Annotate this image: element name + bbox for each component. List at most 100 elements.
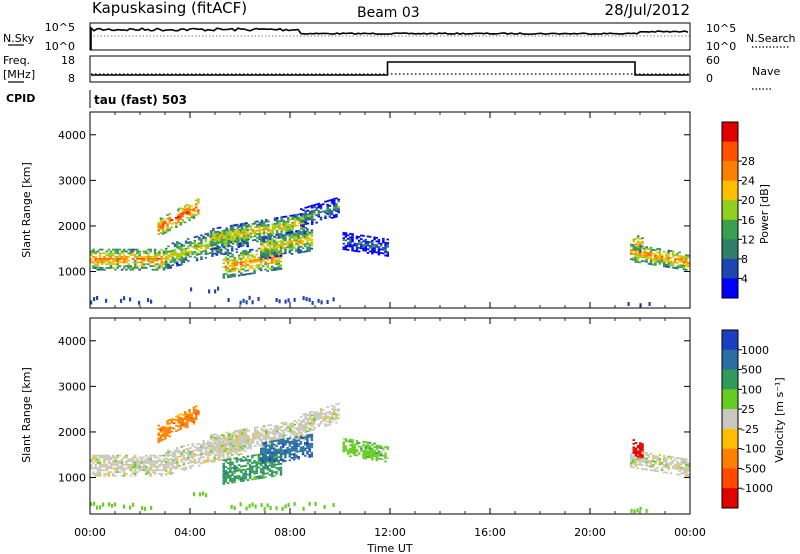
- heatmap-cell: [273, 434, 277, 437]
- heatmap-cell: [200, 462, 203, 465]
- heatmap-cell: [301, 240, 305, 242]
- heatmap-cell: [193, 243, 197, 246]
- heatmap-cell: [125, 257, 128, 260]
- heatmap-cell: [349, 449, 352, 452]
- heatmap-cell: [353, 250, 356, 252]
- heatmap-cell: [167, 250, 170, 253]
- heatmap-cell: [288, 452, 292, 454]
- heatmap-cell: [278, 220, 281, 223]
- heatmap-cell: [231, 275, 234, 278]
- heatmap-cell: [103, 474, 106, 477]
- heatmap-cell: [197, 200, 200, 202]
- heatmap-cell: [249, 444, 253, 446]
- heatmap-cell: [264, 454, 267, 457]
- heatmap-cell: [293, 239, 296, 242]
- heatmap-cell: [273, 243, 276, 246]
- heatmap-cell: [379, 458, 383, 460]
- heatmap-cell: [238, 444, 242, 446]
- heatmap-cell: [94, 460, 97, 462]
- heatmap-cell: [212, 229, 215, 232]
- heatmap-cell: [306, 414, 310, 416]
- heatmap-cell: [103, 454, 106, 457]
- heatmap-cell: [214, 240, 217, 243]
- heatmap-cell: [687, 462, 690, 465]
- heatmap-cell: [184, 452, 188, 454]
- heatmap-cell: [189, 244, 192, 247]
- heatmap-cell: [271, 240, 274, 242]
- colorbar-tick-label: -25: [741, 423, 759, 436]
- heatmap-cell: [123, 259, 126, 262]
- heatmap-cell: [238, 429, 242, 432]
- heatmap-cell: [224, 466, 228, 468]
- heatmap-cell: [256, 437, 259, 440]
- heatmap-cell: [191, 461, 194, 463]
- heatmap-cell: [256, 240, 259, 243]
- heatmap-cell: [103, 259, 106, 262]
- heatmap-cell: [279, 266, 283, 268]
- heatmap-cell: [107, 458, 111, 461]
- heatmap-cell: [131, 268, 135, 271]
- heatmap-cell: [279, 455, 283, 458]
- heatmap-cell: [265, 228, 268, 230]
- heatmap-cell: [273, 443, 276, 446]
- heatmap-cell: [136, 458, 139, 461]
- heatmap-cell: [278, 437, 281, 440]
- heatmap-cell: [162, 261, 166, 264]
- heatmap-cell: [127, 265, 130, 267]
- heatmap-cell: [326, 417, 329, 419]
- heatmap-cell: [131, 252, 135, 255]
- y-tick-label: 2000: [58, 220, 86, 233]
- heatmap-cell: [227, 447, 231, 450]
- heatmap-cell: [214, 242, 217, 244]
- heatmap-cell: [301, 446, 305, 448]
- heatmap-cell: [189, 243, 192, 245]
- heatmap-cell: [134, 465, 137, 468]
- heatmap-cell: [187, 250, 190, 253]
- heatmap-cell: [186, 424, 189, 427]
- heatmap-cell: [116, 259, 119, 262]
- heatmap-cell: [112, 267, 115, 269]
- heatmap-cell: [300, 433, 303, 436]
- heatmap-cell: [308, 445, 311, 447]
- heatmap-cell: [366, 454, 370, 457]
- heatmap-cell: [238, 234, 242, 237]
- heatmap-cell: [231, 270, 234, 272]
- heatmap-cell: [295, 450, 298, 453]
- heatmap-cell: [284, 232, 288, 234]
- heatmap-cell: [223, 450, 226, 452]
- heatmap-cell: [235, 452, 238, 455]
- heatmap-cell: [306, 237, 309, 240]
- heatmap-cell: [306, 209, 310, 212]
- heatmap-cell: [217, 455, 221, 458]
- heatmap-cell: [333, 418, 336, 421]
- heatmap-cell: [96, 250, 100, 253]
- heatmap-cell: [112, 248, 115, 251]
- heatmap-cell: [204, 240, 208, 243]
- heatmap-cell: [293, 456, 296, 459]
- heatmap-cell: [232, 441, 235, 444]
- heatmap-cell: [306, 230, 309, 232]
- heatmap-cell: [366, 450, 370, 453]
- heatmap-cell: [353, 446, 356, 449]
- heatmap-cell: [94, 265, 97, 267]
- heatmap-cell: [157, 437, 160, 440]
- heatmap-cell: [293, 217, 297, 220]
- heatmap-cell: [326, 203, 329, 206]
- heatmap-cell: [169, 472, 172, 475]
- heatmap-cell: [306, 228, 309, 231]
- heatmap-cell: [284, 237, 287, 240]
- heatmap-cell: [335, 421, 338, 424]
- heatmap-cell: [253, 465, 256, 468]
- heatmap-cell: [377, 457, 381, 460]
- heatmap-cell: [109, 456, 113, 459]
- heatmap-cell: [351, 233, 354, 235]
- heatmap-cell: [333, 207, 336, 210]
- heatmap-cell: [652, 260, 655, 262]
- heatmap-cell: [360, 447, 363, 450]
- heatmap-cell: [282, 219, 286, 222]
- heatmap-cell: [319, 205, 323, 208]
- heatmap-cell: [302, 506, 305, 511]
- heatmap-cell: [181, 421, 185, 424]
- heatmap-cell: [643, 451, 646, 454]
- heatmap-cell: [654, 468, 657, 470]
